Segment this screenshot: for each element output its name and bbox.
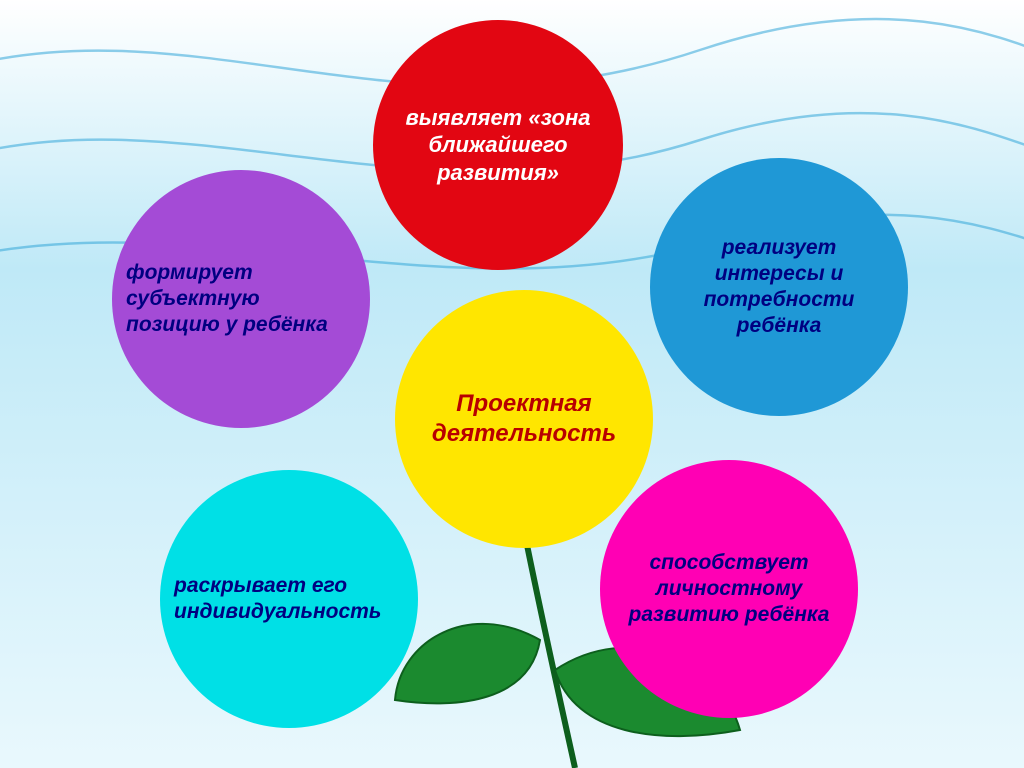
petal-right-label: реализует интересы и потребности ребёнка bbox=[650, 235, 908, 340]
center-bubble: Проектная деятельность bbox=[395, 290, 653, 548]
petal-left: формирует субъектную позицию у ребёнка bbox=[112, 170, 370, 428]
petal-bottom-right: способствует личностному развитию ребёнк… bbox=[600, 460, 858, 718]
diagram-stage: выявляет «зона ближайшего развития»форми… bbox=[0, 0, 1024, 768]
petal-bottom-left: раскрывает его индивидуальность bbox=[160, 470, 418, 728]
petal-right: реализует интересы и потребности ребёнка bbox=[650, 158, 908, 416]
petal-top-label: выявляет «зона ближайшего развития» bbox=[373, 104, 623, 187]
petal-top: выявляет «зона ближайшего развития» bbox=[373, 20, 623, 270]
petal-left-label: формирует субъектную позицию у ребёнка bbox=[112, 260, 370, 339]
petal-bottom-right-label: способствует личностному развитию ребёнк… bbox=[600, 550, 858, 629]
center-label: Проектная деятельность bbox=[395, 389, 653, 449]
petal-bottom-left-label: раскрывает его индивидуальность bbox=[160, 573, 418, 626]
